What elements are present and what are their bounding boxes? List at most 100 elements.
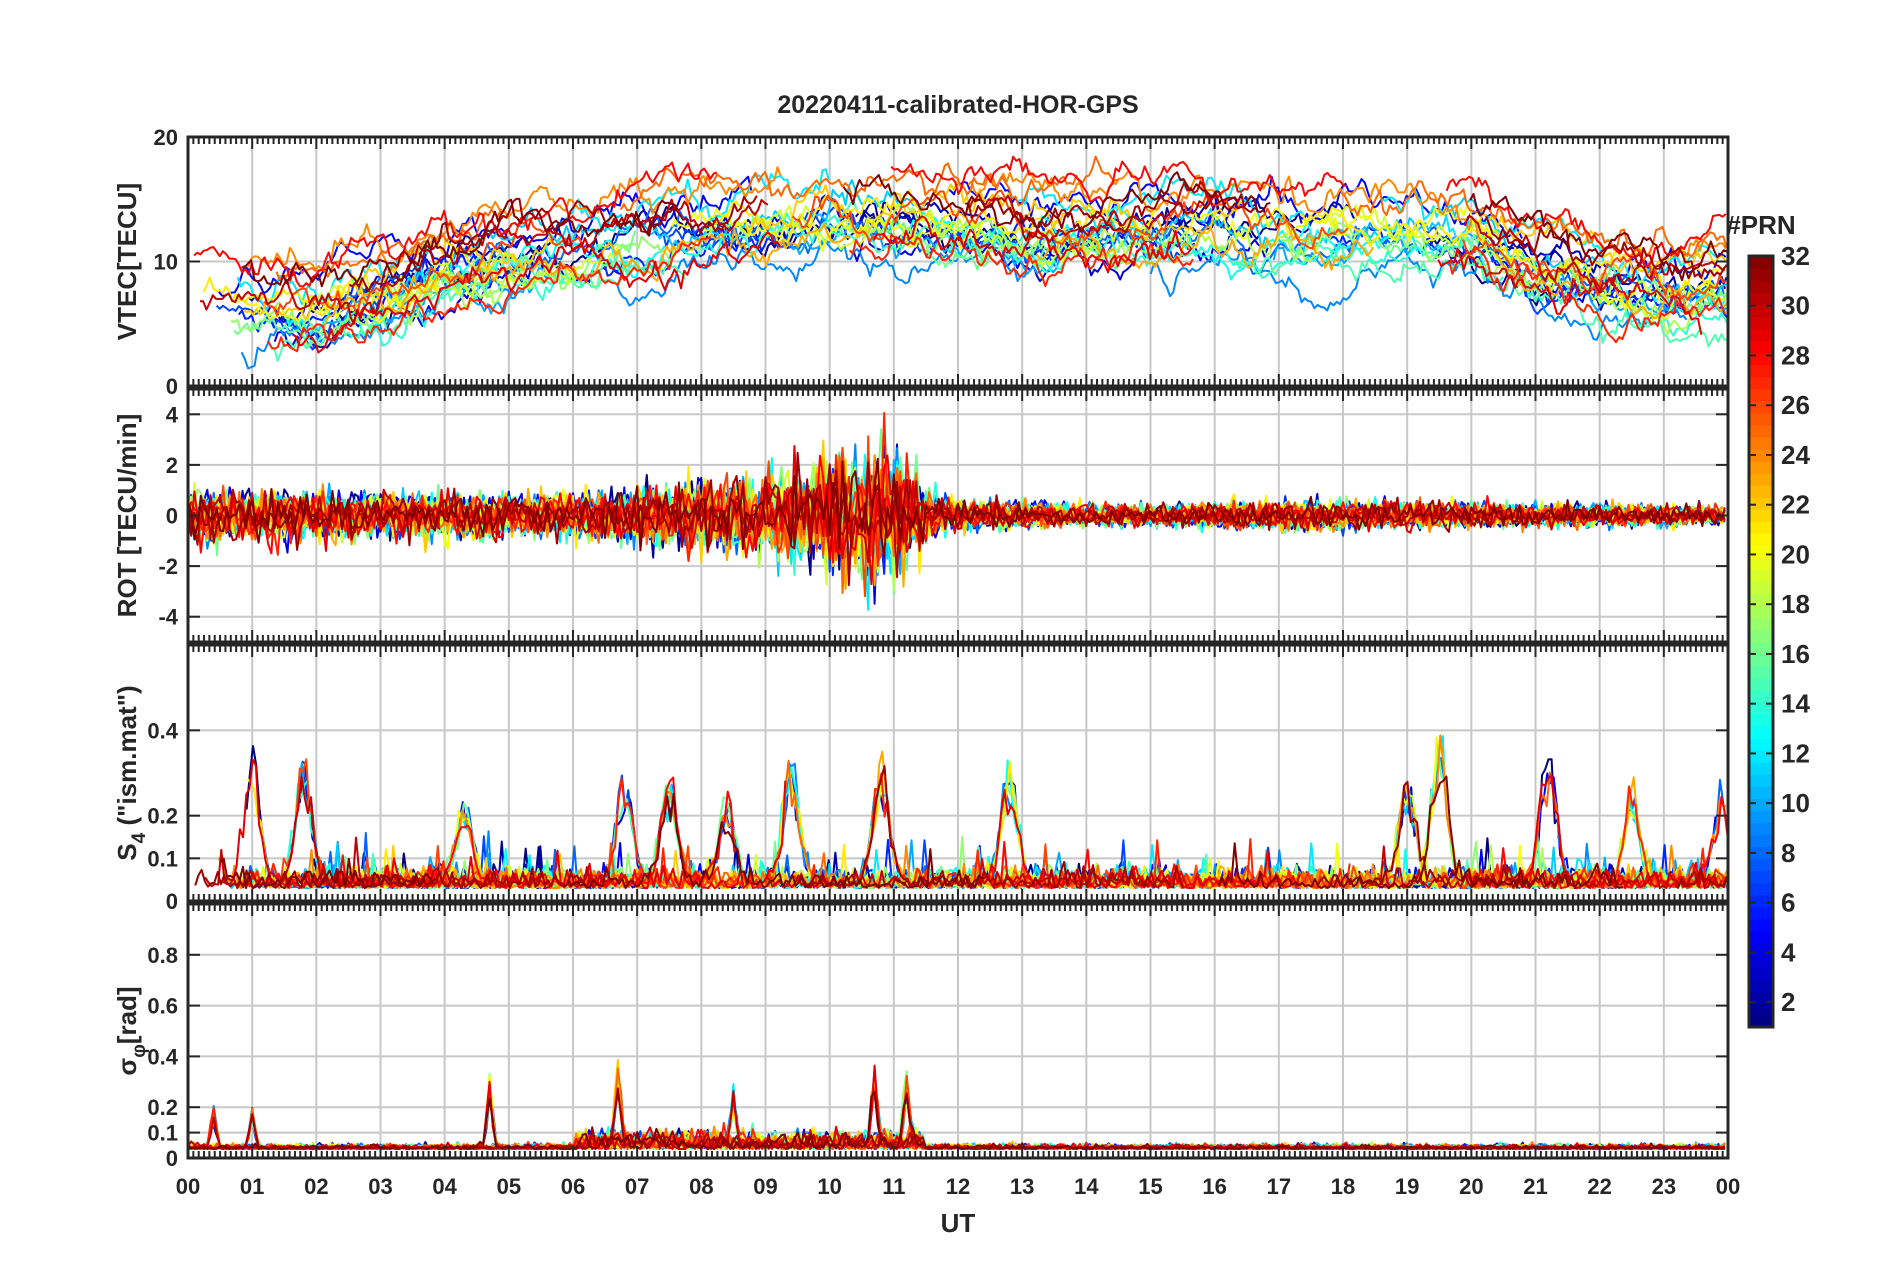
series-prn-31-s4 — [1674, 867, 1728, 889]
colorbar-swatch — [1749, 954, 1773, 968]
colorbar-swatch — [1749, 774, 1773, 787]
colorbar-swatch — [1749, 533, 1773, 546]
x-tick-label: 01 — [240, 1174, 264, 1199]
colorbar-swatch — [1749, 653, 1773, 667]
x-tick-label: 00 — [1716, 1174, 1740, 1199]
colorbar-swatch — [1749, 786, 1773, 799]
series-prn-24-vtec — [247, 166, 782, 274]
y-tick-label: 0.1 — [147, 846, 178, 871]
axes-vtec: 0 10 20 — [154, 125, 1730, 399]
y-tick-label: 0 — [166, 504, 178, 529]
series-prn-28-vtec — [193, 161, 718, 288]
x-tick-label: 22 — [1587, 1174, 1611, 1199]
colorbar-label: #PRN — [1726, 210, 1795, 240]
x-tick-label: 13 — [1010, 1174, 1034, 1199]
series-prn-13-vtec — [285, 236, 666, 341]
colorbar-swatch — [1749, 605, 1773, 619]
colorbar-tick-label: 10 — [1781, 788, 1810, 818]
colorbar-swatch — [1749, 761, 1773, 775]
x-tick-label: 10 — [817, 1174, 841, 1199]
colorbar-swatch — [1749, 990, 1773, 1004]
colorbar-swatch — [1749, 593, 1773, 607]
colorbar-swatch — [1749, 569, 1773, 583]
colorbar-swatch — [1749, 352, 1773, 366]
colorbar-tick-label: 6 — [1781, 888, 1795, 918]
x-tick-label: 20 — [1459, 1174, 1483, 1199]
series-prn-29-vtec — [292, 231, 782, 354]
y-tick-label: 0 — [166, 1146, 178, 1171]
series-prn-32-vtec — [241, 198, 679, 288]
series-prn-29-vtec — [1437, 247, 1703, 335]
colorbar-swatch — [1749, 798, 1773, 811]
colorbar-tick-label: 8 — [1781, 838, 1795, 868]
colorbar-swatch — [1749, 484, 1773, 498]
series-prn-32-vtec — [842, 171, 1271, 233]
series-prn-32-rot — [188, 457, 1726, 558]
colorbar-swatch — [1749, 316, 1773, 330]
colorbar-tick-label: 18 — [1781, 589, 1810, 619]
series-prn-27-vtec — [1448, 245, 1727, 344]
series-prn-29-vtec — [873, 215, 1193, 274]
y-axis-label-rot: ROT [TECU/min] — [112, 414, 142, 618]
colorbar-swatch — [1749, 256, 1773, 269]
colorbar-swatch — [1749, 496, 1773, 510]
colorbar-swatch — [1749, 545, 1773, 558]
y-axis-label-s4: S4 ("ism.mat") — [112, 685, 150, 860]
colorbar-tick-label: 28 — [1781, 340, 1810, 370]
y-axis-label-sigma_phi: σφ[rad] — [112, 986, 150, 1075]
y-tick-label: 0.4 — [147, 718, 178, 743]
series-prn-31-rot — [188, 451, 1726, 587]
x-tick-label: 23 — [1652, 1174, 1676, 1199]
colorbar-swatch — [1749, 689, 1773, 703]
x-tick-label: 12 — [946, 1174, 970, 1199]
x-tick-label: 00 — [176, 1174, 200, 1199]
colorbar-swatch — [1749, 713, 1773, 727]
colorbar-tick-label: 26 — [1781, 390, 1810, 420]
series-prn-25-vtec — [1340, 180, 1728, 263]
colorbar-swatch — [1749, 400, 1773, 414]
colorbar-swatch — [1749, 665, 1773, 679]
series-prn-26-vtec — [1462, 239, 1727, 301]
colorbar-swatch — [1749, 412, 1773, 426]
series-prn-32-s4 — [219, 857, 437, 890]
x-tick-label: 15 — [1138, 1174, 1162, 1199]
colorbar-swatch — [1749, 822, 1773, 836]
colorbar-swatch — [1749, 557, 1773, 571]
series-prn-27-vtec — [267, 235, 712, 353]
colorbar-swatch — [1749, 858, 1773, 872]
colorbar-tick-label: 24 — [1781, 440, 1810, 470]
axes-rot: -4 -2 0 2 4 — [158, 387, 1730, 644]
y-tick-label: 0.2 — [147, 804, 178, 829]
colorbar-swatch — [1749, 472, 1773, 486]
y-tick-label: 0.2 — [147, 1095, 178, 1120]
x-tick-label: 03 — [368, 1174, 392, 1199]
series-prn-32-s4 — [566, 793, 985, 890]
series-prn-18-vtec — [1467, 253, 1726, 336]
x-tick-label: 17 — [1267, 1174, 1291, 1199]
series-prn-17-vtec — [1716, 292, 1728, 299]
colorbar-tick-label: 16 — [1781, 639, 1810, 669]
x-tick-label: 19 — [1395, 1174, 1419, 1199]
series-prn-30-s4 — [204, 776, 613, 890]
colorbar-swatch — [1749, 677, 1773, 691]
axes-s4: 0 0.1 0.2 0.4 — [147, 643, 1730, 914]
colorbar-swatch — [1749, 882, 1773, 896]
series-prn-22-vtec — [243, 237, 559, 319]
x-axis-tick-labels: 00 01 02 03 04 05 06 07 08 09 10 11 12 13 14 15 16 17 18 19… — [176, 1174, 1740, 1199]
y-axis-label-vtec: VTEC[TECU] — [112, 183, 142, 340]
colorbar-tick-label: 32 — [1781, 241, 1810, 271]
panel-vtec: 0 10 20 VTEC[TECU] — [112, 125, 1730, 399]
series-prn-32-s4 — [1217, 775, 1623, 890]
colorbar-swatch — [1749, 629, 1773, 643]
y-tick-label: 20 — [154, 125, 178, 150]
colorbar-frame — [1747, 254, 1775, 1029]
colorbar-swatch — [1749, 448, 1773, 462]
x-tick-label: 21 — [1523, 1174, 1547, 1199]
colorbar-tick-label: 20 — [1781, 539, 1810, 569]
series-prn-24-vtec — [1683, 237, 1727, 258]
x-tick-label: 04 — [432, 1174, 457, 1199]
series-group-rot — [188, 412, 1726, 611]
series-group-vtec — [193, 155, 1728, 370]
